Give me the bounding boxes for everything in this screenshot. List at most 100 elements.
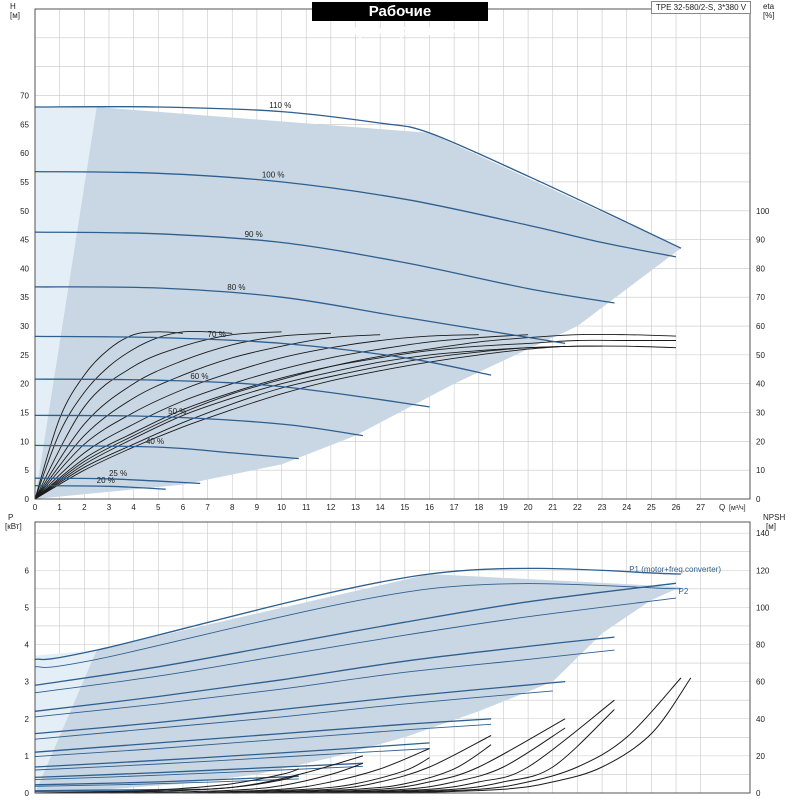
- power-curve: [34, 680, 566, 735]
- y2-tick-label: 140: [756, 529, 770, 538]
- x-tick-label: 4: [131, 503, 136, 512]
- speed-curve-label: 40 %: [146, 437, 164, 446]
- y-tick-label: 30: [20, 322, 29, 331]
- y-tick-label: 0: [25, 495, 30, 504]
- y-tick-label: 5: [25, 603, 30, 612]
- x-tick-label: 11: [302, 503, 311, 512]
- y-tick-label: 40: [20, 264, 29, 273]
- power-curve: [34, 762, 363, 779]
- y-tick-label: 45: [20, 236, 29, 245]
- npsh-curves: [34, 677, 692, 794]
- power-curve: [34, 567, 682, 661]
- x-tick-label: 15: [400, 503, 409, 512]
- efficiency-curve: [34, 334, 381, 500]
- x-tick-label: 18: [474, 503, 483, 512]
- power-curve: [34, 649, 615, 718]
- x-tick-label: 3: [107, 503, 112, 512]
- power-curve: [34, 742, 430, 768]
- y2-tick-label: 120: [756, 566, 770, 575]
- speed-curve: [34, 335, 492, 376]
- x-tick-label: 14: [376, 503, 385, 512]
- y2-axis-label: NPSH: [763, 513, 785, 522]
- power-legend-label: P2: [679, 587, 689, 596]
- npsh-curve: [380, 677, 682, 794]
- x-tick-label: 20: [524, 503, 533, 512]
- x-tick-label: 13: [351, 503, 360, 512]
- power-curve: [34, 723, 492, 758]
- x-tick-label: 2: [82, 503, 87, 512]
- head-envelope-light-area: [35, 107, 97, 499]
- speed-curve: [34, 414, 363, 437]
- pump-model-label: TPE 32-580/2-S, 3*380 V: [651, 1, 751, 14]
- speed-curve-label: 20 %: [97, 476, 115, 485]
- x-tick-label: 12: [326, 503, 335, 512]
- y2-tick-label: 80: [756, 264, 765, 273]
- efficiency-curve: [34, 345, 603, 500]
- speed-curve: [34, 170, 677, 258]
- y2-tick-label: 100: [756, 207, 770, 216]
- y-axis-unit: [м]: [10, 11, 20, 20]
- y-tick-label: 4: [25, 641, 30, 650]
- head-envelope: [35, 107, 681, 499]
- y-tick-label: 3: [25, 678, 30, 687]
- power-envelope: [35, 574, 681, 793]
- x-tick-label: 10: [277, 503, 286, 512]
- x-tick-label: 22: [573, 503, 582, 512]
- speed-curve-label: 50 %: [168, 407, 186, 416]
- efficiency-curve: [34, 331, 183, 500]
- x-tick-label: 7: [205, 503, 210, 512]
- speed-curve: [34, 105, 682, 249]
- y2-tick-label: 40: [756, 715, 765, 724]
- efficiency-curves: [34, 330, 677, 500]
- power-curve: [34, 778, 299, 787]
- y-tick-label: 35: [20, 293, 29, 302]
- chart-title: Рабочие характеристики: [312, 2, 488, 39]
- y-axis-label: H: [10, 2, 16, 11]
- y-tick-label: 50: [20, 207, 29, 216]
- speed-curve: [34, 286, 566, 345]
- speed-curve: [34, 477, 201, 485]
- y2-tick-label: 10: [756, 466, 765, 475]
- y-tick-label: 1: [25, 752, 30, 761]
- y-axis-unit: [кВт]: [5, 522, 22, 531]
- npsh-curve: [133, 762, 364, 794]
- npsh-curve: [34, 768, 299, 794]
- npsh-curve: [330, 699, 615, 794]
- y2-tick-label: 40: [756, 380, 765, 389]
- x-tick-label: 24: [622, 503, 631, 512]
- speed-curve: [34, 231, 615, 304]
- x-axis-unit: [м³/ч]: [729, 505, 746, 512]
- power-envelope-area: [35, 574, 681, 793]
- power-curve: [34, 765, 363, 781]
- npsh-curve: [355, 709, 615, 794]
- efficiency-curve: [34, 331, 282, 500]
- y2-tick-label: 90: [756, 236, 765, 245]
- y-axis-label: P: [8, 513, 13, 522]
- npsh-curve: [256, 744, 492, 794]
- power-curve: [34, 583, 682, 668]
- y2-tick-label: 70: [756, 293, 765, 302]
- efficiency-curve: [34, 334, 479, 500]
- x-tick-label: 21: [548, 503, 557, 512]
- y2-axis-label: eta: [763, 2, 775, 11]
- npsh-curve: [281, 718, 566, 794]
- y2-tick-label: 60: [756, 678, 765, 687]
- efficiency-curve: [34, 339, 676, 500]
- npsh-curve: [306, 727, 566, 794]
- speed-curve: [34, 444, 299, 460]
- x-tick-label: 27: [696, 503, 705, 512]
- efficiency-curve: [34, 333, 677, 500]
- y-tick-label: 60: [20, 149, 29, 158]
- y-tick-label: 25: [20, 351, 29, 360]
- power-plot-frame: [34, 521, 751, 794]
- speed-curve-label: 110 %: [269, 101, 291, 110]
- x-tick-label: 6: [181, 503, 186, 512]
- power-curve: [34, 690, 553, 740]
- y2-tick-label: 100: [756, 603, 770, 612]
- x-axis-label: Q: [719, 503, 725, 512]
- efficiency-curve: [34, 332, 331, 500]
- speed-curve-label: 25 %: [109, 469, 127, 478]
- y2-tick-label: 60: [756, 322, 765, 331]
